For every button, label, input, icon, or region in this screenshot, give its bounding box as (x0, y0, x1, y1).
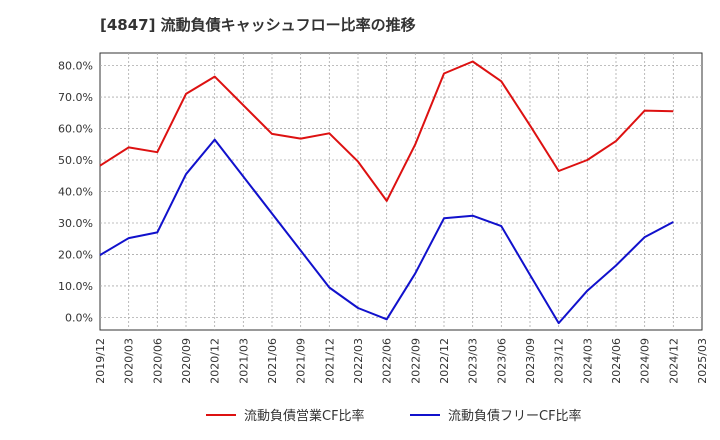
x-tick-label: 2019/12 (94, 338, 107, 384)
y-tick-label: 20.0% (58, 248, 93, 261)
x-tick-label: 2022/12 (438, 338, 451, 384)
x-tick-label: 2022/06 (381, 338, 394, 384)
x-tick-label: 2021/06 (266, 338, 279, 384)
x-tick-label: 2022/03 (352, 338, 365, 384)
y-tick-label: 10.0% (58, 280, 93, 293)
x-tick-label: 2021/12 (323, 338, 336, 384)
x-tick-label: 2020/12 (209, 338, 222, 384)
x-tick-label: 2020/09 (180, 338, 193, 384)
y-tick-label: 80.0% (58, 60, 93, 73)
x-tick-label: 2021/03 (237, 338, 250, 384)
chart-title: [4847] 流動負債キャッシュフロー比率の推移 (100, 16, 416, 34)
y-tick-label: 40.0% (58, 186, 93, 199)
x-tick-label: 2023/12 (553, 338, 566, 384)
x-tick-label: 2024/09 (639, 338, 652, 384)
x-tick-label: 2022/09 (409, 338, 422, 384)
x-tick-label: 2024/06 (610, 338, 623, 384)
series-line-2 (99, 138, 674, 325)
y-tick-label: 70.0% (58, 91, 93, 104)
x-tick-label: 2024/03 (581, 338, 594, 384)
y-tick-label: 60.0% (58, 123, 93, 136)
x-tick-label: 2020/06 (151, 338, 164, 384)
y-tick-label: 0.0% (65, 311, 93, 324)
x-tick-label: 2023/06 (495, 338, 508, 384)
y-tick-label: 50.0% (58, 154, 93, 167)
x-tick-label: 2023/03 (467, 338, 480, 384)
x-tick-label: 2024/12 (667, 338, 680, 384)
legend-label-2: 流動負債フリーCF比率 (448, 408, 582, 424)
x-tick-label: 2020/03 (123, 338, 136, 384)
y-tick-label: 30.0% (58, 217, 93, 230)
x-tick-label: 2025/03 (696, 338, 709, 384)
x-tick-label: 2021/09 (295, 338, 308, 384)
x-tick-label: 2023/09 (524, 338, 537, 384)
legend-label-1: 流動負債営業CF比率 (244, 408, 365, 424)
series-line-1 (99, 60, 674, 202)
